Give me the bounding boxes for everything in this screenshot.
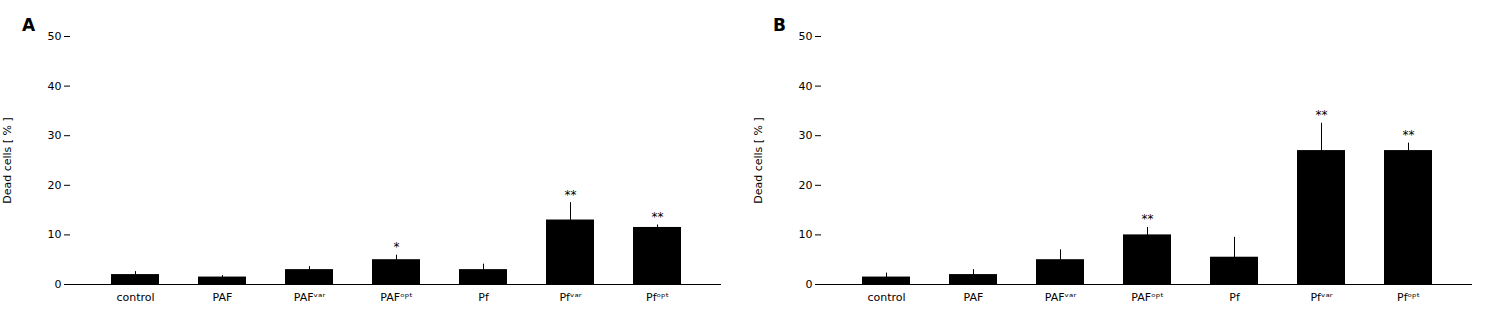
- svg-text:50: 50: [48, 30, 62, 43]
- svg-text:**: **: [1403, 128, 1415, 142]
- svg-text:control: control: [116, 291, 154, 304]
- svg-text:0: 0: [806, 278, 813, 291]
- svg-text:10: 10: [799, 228, 813, 241]
- svg-text:10: 10: [48, 228, 62, 241]
- svg-text:PAFᵛᵃʳ: PAFᵛᵃʳ: [1045, 291, 1077, 304]
- svg-text:50: 50: [799, 30, 813, 43]
- svg-text:Pfᵛᵃʳ: Pfᵛᵃʳ: [1310, 291, 1332, 304]
- svg-text:PAF: PAF: [213, 291, 233, 304]
- svg-text:Pfᵒᵖᵗ: Pfᵒᵖᵗ: [1397, 291, 1420, 304]
- svg-text:**: **: [652, 210, 664, 224]
- svg-text:Dead cells [ % ]: Dead cells [ % ]: [1, 117, 14, 204]
- svg-text:PAF: PAF: [964, 291, 984, 304]
- svg-text:PAFᵒᵖᵗ: PAFᵒᵖᵗ: [1131, 291, 1163, 304]
- svg-text:30: 30: [799, 129, 813, 142]
- svg-text:PAFᵛᵃʳ: PAFᵛᵃʳ: [294, 291, 326, 304]
- svg-text:20: 20: [48, 179, 62, 192]
- svg-text:**: **: [1316, 108, 1328, 122]
- svg-text:Pfᵛᵃʳ: Pfᵛᵃʳ: [559, 291, 581, 304]
- svg-text:**: **: [1142, 212, 1154, 226]
- svg-text:Pf: Pf: [1229, 291, 1241, 304]
- svg-text:A: A: [22, 15, 36, 35]
- svg-text:0: 0: [55, 278, 62, 291]
- svg-text:**: **: [565, 188, 577, 202]
- svg-text:30: 30: [48, 129, 62, 142]
- svg-text:20: 20: [799, 179, 813, 192]
- svg-text:Pfᵒᵖᵗ: Pfᵒᵖᵗ: [646, 291, 669, 304]
- svg-text:40: 40: [48, 80, 62, 93]
- svg-text:control: control: [867, 291, 905, 304]
- svg-text:*: *: [394, 240, 400, 254]
- svg-text:Pf: Pf: [478, 291, 490, 304]
- svg-text:40: 40: [799, 80, 813, 93]
- svg-text:B: B: [773, 15, 786, 35]
- svg-text:PAFᵒᵖᵗ: PAFᵒᵖᵗ: [380, 291, 412, 304]
- svg-text:Dead cells [ % ]: Dead cells [ % ]: [752, 117, 765, 204]
